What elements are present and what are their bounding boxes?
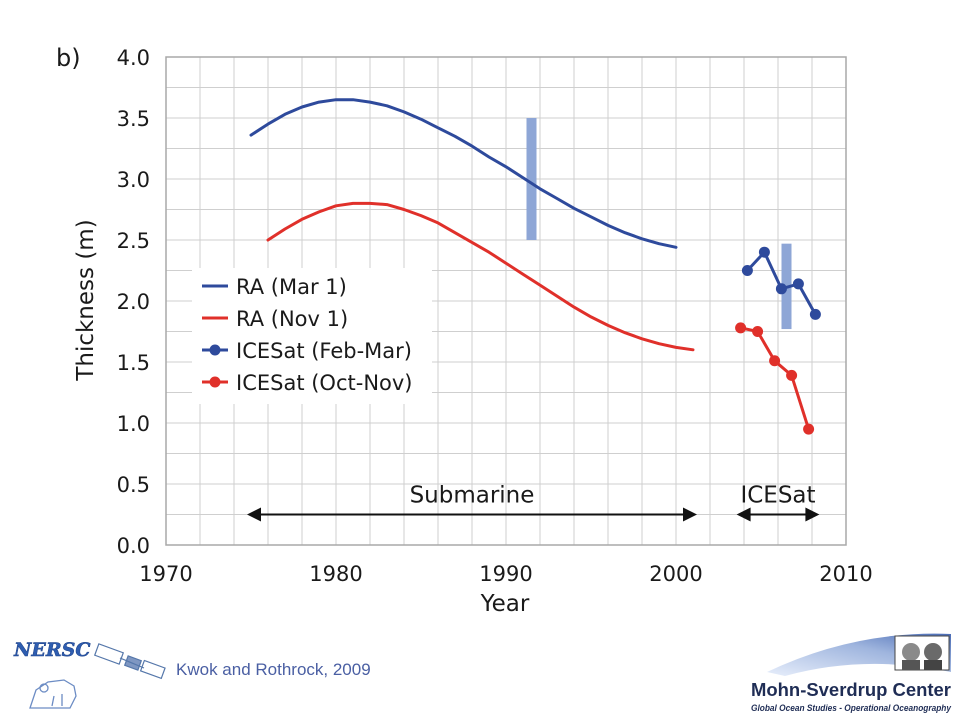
legend-label: ICESat (Feb-Mar) (236, 339, 412, 363)
x-axis-title: Year (480, 591, 530, 617)
x-tick-label: 1980 (309, 562, 362, 586)
x-tick-label: 1970 (139, 562, 192, 586)
polar-bear-icon (29, 679, 77, 709)
series-line-3 (739, 326, 811, 431)
range-label: Submarine (410, 483, 535, 509)
portrait-icon (894, 635, 950, 671)
nersc-logo-text: NERSC (13, 639, 90, 661)
plot-border (165, 56, 847, 546)
series-line-0 (249, 98, 678, 249)
range-arrow-head-right (805, 507, 820, 522)
legend: RA (Mar 1) RA (Nov 1) ICESat (Feb-Mar) ICES… (192, 268, 432, 404)
x-tick-label: 2010 (819, 562, 872, 586)
data-point (775, 283, 787, 295)
legend-label: RA (Nov 1) (236, 307, 348, 331)
data-point (803, 423, 815, 435)
x-tick-label: 1990 (479, 562, 532, 586)
y-tick-label: 3.0 (117, 168, 150, 192)
range-arrow-head-right (683, 507, 697, 522)
y-tick-label: 1.0 (117, 412, 150, 436)
citation-text: Kwok and Rothrock, 2009 (176, 660, 371, 679)
y-tick-label: 0.0 (117, 534, 150, 558)
legend-label: ICESat (Oct-Nov) (236, 371, 413, 395)
tick-labels: 0.0 0.5 1.0 1.5 2.0 2.5 3.0 3.5 4.0 1970 1980 1990 2… (117, 46, 873, 586)
x-tick-label: 2000 (649, 562, 702, 586)
mohn-sverdrup-subtitle: Global Ocean Studies - Operational Ocean… (751, 703, 952, 713)
series-line-1 (266, 201, 695, 352)
uncertainty-bar (526, 118, 537, 240)
range-label: ICESat (740, 483, 815, 509)
data-point (786, 369, 798, 381)
range-arrow-head-left (247, 507, 261, 522)
nersc-logo: NERSC (13, 639, 166, 709)
y-tick-label: 3.5 (117, 107, 150, 131)
mohn-sverdrup-title: Mohn-Sverdrup Center (751, 679, 951, 700)
data-point (769, 355, 781, 367)
legend-swatch-marker (209, 344, 221, 356)
y-tick-label: 2.5 (117, 229, 150, 253)
data-point (741, 265, 753, 276)
data-point (752, 326, 764, 337)
y-tick-label: 0.5 (117, 473, 150, 497)
error-band-layer (526, 118, 792, 330)
y-tick-label: 2.0 (117, 290, 150, 314)
panel-label: b) (56, 44, 81, 72)
data-point (735, 322, 747, 334)
legend-background (192, 268, 432, 404)
plot-frame (165, 56, 847, 546)
satellite-icon (93, 643, 166, 680)
legend-label: RA (Mar 1) (236, 275, 347, 299)
grid-layer (166, 57, 846, 545)
data-point (792, 278, 804, 290)
range-annotations: Submarine ICESat (247, 483, 820, 522)
data-point (809, 308, 821, 320)
y-axis-title: Thickness (m) (73, 219, 99, 381)
mohn-sverdrup-logo: Mohn-Sverdrup Center Global Ocean Studie… (751, 633, 952, 713)
series-layer (249, 98, 821, 435)
legend-swatch-marker (209, 376, 221, 388)
data-point (758, 246, 770, 258)
y-tick-label: 1.5 (117, 351, 150, 375)
y-tick-label: 4.0 (117, 46, 150, 70)
range-arrow-head-left (736, 507, 751, 522)
